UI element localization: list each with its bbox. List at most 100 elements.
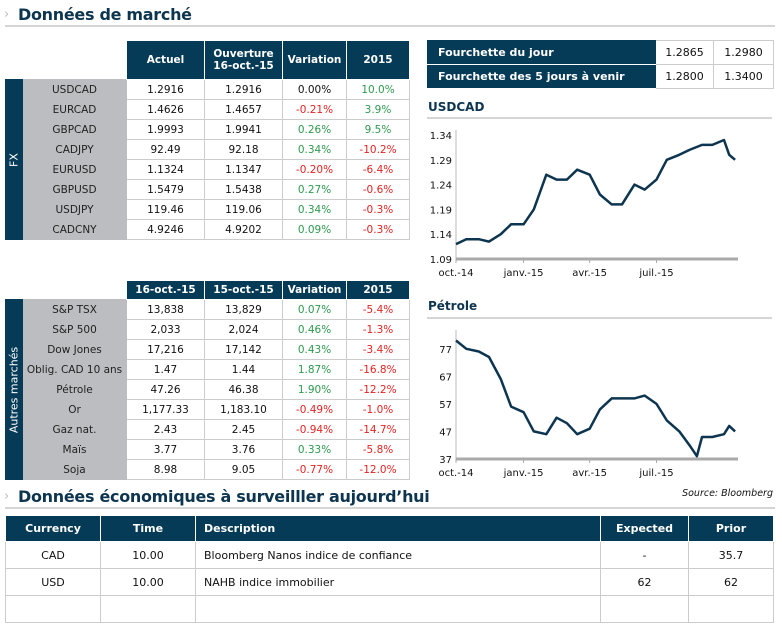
instrument-name: EURUSD (22, 159, 127, 180)
cell-value: 9.5% (346, 119, 410, 140)
table-row: Pétrole 47.26 46.38 1.90% -12.2% (6, 379, 410, 400)
fx-table: Actuel Ouverture 16-oct.-15 Variation 201… (5, 40, 410, 240)
instrument-name: Oblig. CAD 10 ans (22, 359, 127, 380)
cell-value: 1.9993 (126, 119, 205, 140)
usdcad-chart: 1.09 1.14 1.19 1.24 1.29 1.34 oct.-14 janv.-15 a… (430, 130, 738, 279)
cell-value: -12.0% (346, 459, 410, 480)
y-tick-label: 1.34 (430, 131, 452, 142)
instrument-name: CADCNY (22, 219, 127, 240)
instrument-name: Gaz nat. (22, 419, 127, 440)
petrole-chart: 37 47 57 67 77 oct.-14 janv.-15 avr.-15 juil.-15 (438, 330, 738, 479)
cell-value: 1.5438 (204, 179, 283, 200)
header-2015: 2015 (346, 40, 410, 80)
y-tick-label: 47 (439, 427, 452, 438)
cell-value: 10.00 (100, 568, 196, 596)
cell-value (195, 595, 601, 623)
table-row: CADCNY 4.9246 4.9202 0.09% -0.3% (6, 219, 410, 240)
header-prior: Prior (688, 515, 774, 542)
cell-value: 13,829 (204, 299, 283, 320)
cell-value: -1.0% (346, 399, 410, 420)
cell-value: 1.2916 (126, 79, 205, 100)
cell-value: 1.44 (204, 359, 283, 380)
x-tick-label: avr.-15 (572, 268, 607, 279)
range-table: Fourchette du jour 1.2865 1.2980 Fourchett… (427, 40, 774, 89)
instrument-name: Dow Jones (22, 339, 127, 360)
cell-value: 1.2916 (204, 79, 283, 100)
cell-value (100, 595, 196, 623)
y-tick-label: 77 (439, 345, 452, 356)
instrument-name: Pétrole (22, 379, 127, 400)
chevron-right-icon: › (4, 489, 10, 504)
cell-value: 92.18 (204, 139, 283, 160)
cell-value: 62 (688, 568, 774, 596)
table-row: USD 10.00 NAHB indice immobilier 62 62 (5, 568, 774, 596)
side-label: FX (5, 79, 23, 240)
series-line (455, 138, 736, 246)
cell-value: 0.07% (282, 299, 347, 320)
x-tick-label: oct.-14 (438, 468, 473, 479)
table-row: Dow Jones 17,216 17,142 0.43% -3.4% (6, 339, 410, 360)
cell-value: -0.6% (346, 179, 410, 200)
chevron-right-icon: › (4, 7, 10, 22)
cell-value: 0.26% (282, 119, 347, 140)
cell-value: -10.2% (346, 139, 410, 160)
cell-value: 1,177.33 (126, 399, 205, 420)
y-tick-label: 67 (439, 372, 452, 383)
cell-value: Bloomberg Nanos indice de confiance (195, 541, 601, 569)
cell-value: -0.49% (282, 399, 347, 420)
range-row-day: Fourchette du jour 1.2865 1.2980 (427, 40, 774, 65)
cell-value: CAD (5, 541, 101, 569)
cell-value: 1.5479 (126, 179, 205, 200)
cell-value: -0.3% (346, 219, 410, 240)
table-row: USDJPY 119.46 119.06 0.34% -0.3% (6, 199, 410, 220)
table-row: CADJPY 92.49 92.18 0.34% -10.2% (6, 139, 410, 160)
cell-value (688, 595, 774, 623)
cell-value: 0.43% (282, 339, 347, 360)
x-tick-label: janv.-15 (503, 268, 544, 279)
cell-value: 1.47 (126, 359, 205, 380)
cell-value: 1.4626 (126, 99, 205, 120)
cell-value: 17,216 (126, 339, 205, 360)
x-tick-label: avr.-15 (572, 468, 607, 479)
chart-title-petrole: Pétrole (428, 299, 478, 313)
other-markets-table: 16-oct.-15 15-oct.-15 Variation 2015 Aut… (5, 280, 410, 480)
y-tick-label: 37 (439, 455, 452, 466)
cell-value: 1,183.10 (204, 399, 283, 420)
cell-value: 13,838 (126, 299, 205, 320)
cell-value: 92.49 (126, 139, 205, 160)
cell-value: -0.77% (282, 459, 347, 480)
instrument-name: Maïs (22, 439, 127, 460)
y-tick-label: 1.14 (430, 230, 452, 241)
cell-value: -1.3% (346, 319, 410, 340)
x-tick-label: juil.-15 (638, 268, 673, 279)
cell-value: 10.00 (100, 541, 196, 569)
cell-value: 0.27% (282, 179, 347, 200)
cell-value: - (600, 541, 689, 569)
table-row: GBPCAD 1.9993 1.9941 0.26% 9.5% (6, 119, 410, 140)
instrument-name: S&P 500 (22, 319, 127, 340)
cell-value: -16.8% (346, 359, 410, 380)
chart-title-usdcad: USDCAD (428, 100, 485, 114)
cell-value: 17,142 (204, 339, 283, 360)
cell-value: 35.7 (688, 541, 774, 569)
cell-value: 3.76 (204, 439, 283, 460)
cell-value: 4.9202 (204, 219, 283, 240)
x-tick-label: oct.-14 (438, 268, 473, 279)
table-row: Maïs 3.77 3.76 0.33% -5.8% (6, 439, 410, 460)
source-note: Source: Bloomberg (682, 488, 773, 499)
cell-value: -3.4% (346, 339, 410, 360)
section-title-market: Données de marché (18, 5, 192, 24)
cell-value: -0.21% (282, 99, 347, 120)
header-time: Time (100, 515, 196, 542)
side-label: Autres marchés (5, 299, 23, 480)
x-tick-label: janv.-15 (503, 468, 544, 479)
instrument-name: USDJPY (22, 199, 127, 220)
table-row: Soja 8.98 9.05 -0.77% -12.0% (6, 459, 410, 480)
instrument-name: S&P TSX (22, 299, 127, 320)
cell-value: -12.2% (346, 379, 410, 400)
range-row-5day: Fourchette des 5 jours à venir 1.2800 1.34… (427, 64, 774, 89)
y-tick-label: 1.24 (430, 181, 452, 192)
cell-value: 0.09% (282, 219, 347, 240)
y-tick-label: 1.29 (430, 156, 452, 167)
divider (5, 507, 775, 509)
